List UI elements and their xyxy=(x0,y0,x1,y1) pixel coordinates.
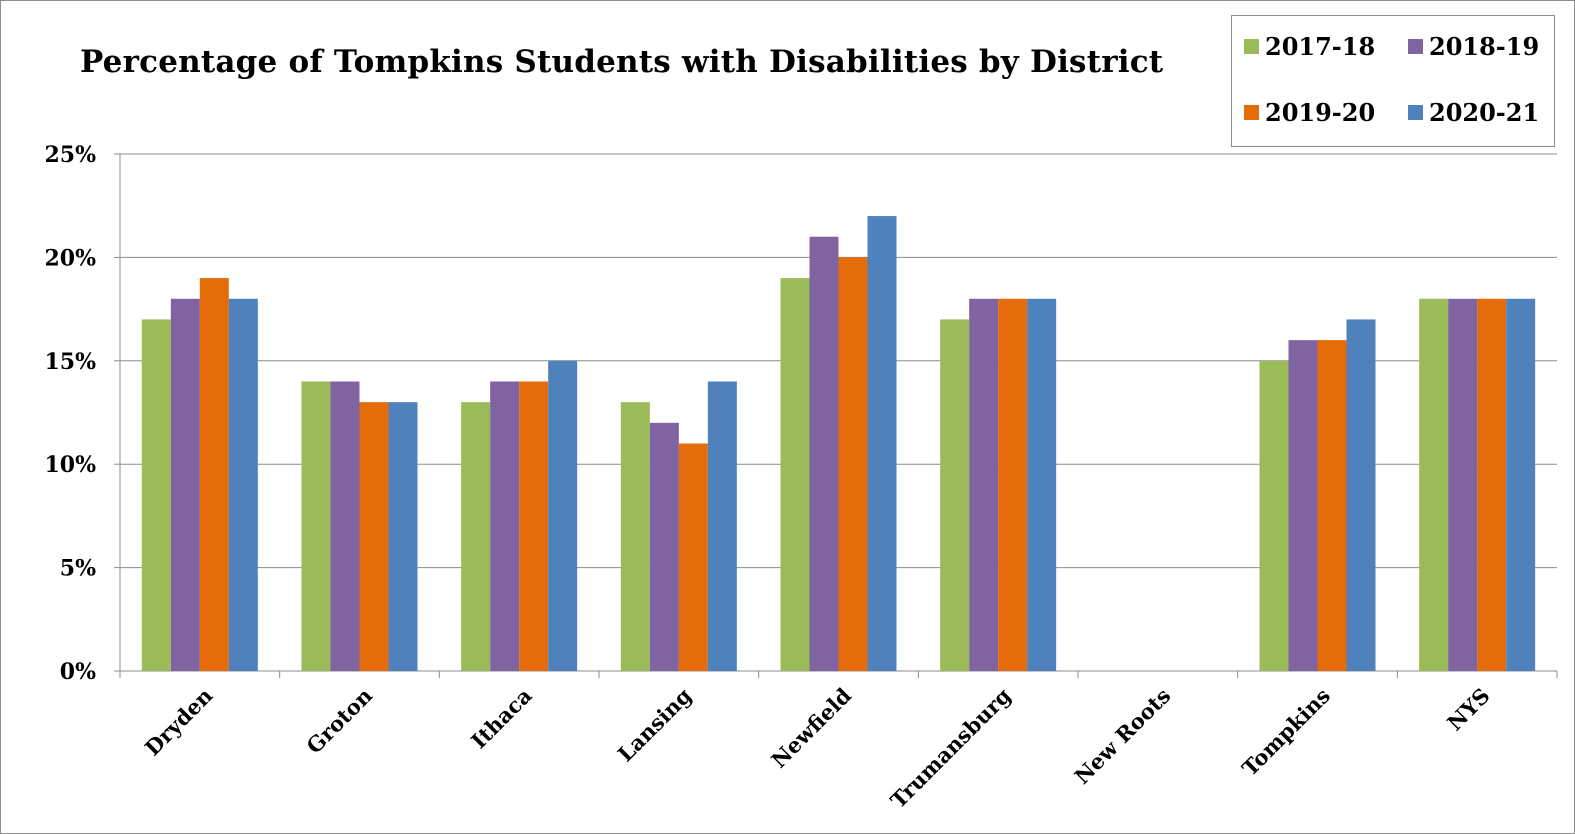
bar-dryden-2020-21 xyxy=(228,298,258,671)
x-tick-label-nys: NYS xyxy=(1442,683,1495,736)
x-tick-label-trumansburg: Trumansburg xyxy=(886,683,1016,813)
bar-nys-2018-19 xyxy=(1448,298,1478,671)
legend-label-series-3: 2019-20 xyxy=(1265,98,1376,127)
legend-label-series-1: 2017-18 xyxy=(1265,32,1376,61)
bar-nys-2019-20 xyxy=(1477,298,1507,671)
x-tick-label-ithaca: Ithaca xyxy=(466,683,537,754)
bar-groton-2018-19 xyxy=(330,381,360,671)
bar-ithaca-2020-21 xyxy=(548,360,578,671)
y-tick-label-5: 5% xyxy=(60,556,96,582)
y-tick-label-10: 10% xyxy=(44,452,96,478)
bar-tompkins-2018-19 xyxy=(1288,340,1318,671)
legend-item-series-1: 2017-18 xyxy=(1244,32,1375,61)
bar-trumansburg-2020-21 xyxy=(1027,298,1057,671)
x-tick-label-tompkins: Tompkins xyxy=(1237,683,1335,781)
bar-dryden-2018-19 xyxy=(170,298,200,671)
bar-nys-2017-18 xyxy=(1419,298,1449,671)
bar-tompkins-2019-20 xyxy=(1317,340,1347,671)
legend-item-series-2: 2018-19 xyxy=(1408,32,1539,61)
bar-nys-2020-21 xyxy=(1506,298,1536,671)
bar-ithaca-2019-20 xyxy=(519,381,549,671)
legend-label-series-2: 2018-19 xyxy=(1429,32,1540,61)
bar-tompkins-2017-18 xyxy=(1259,360,1289,671)
legend-label-series-4: 2020-21 xyxy=(1429,98,1540,127)
y-tick-label-0: 0% xyxy=(60,659,96,685)
x-tick-label-new-roots: New Roots xyxy=(1069,683,1175,789)
y-tick-label-20: 20% xyxy=(44,245,96,271)
bar-newfield-2020-21 xyxy=(867,216,897,672)
bar-groton-2017-18 xyxy=(301,381,331,671)
bar-dryden-2019-20 xyxy=(199,278,229,671)
bar-lansing-2019-20 xyxy=(678,443,708,671)
bar-groton-2019-20 xyxy=(359,402,389,671)
bar-lansing-2017-18 xyxy=(620,402,650,671)
y-tick-label-15: 15% xyxy=(44,349,96,375)
legend-item-series-3: 2019-20 xyxy=(1244,98,1375,127)
legend-swatch-series-3 xyxy=(1244,105,1259,120)
bar-newfield-2019-20 xyxy=(838,257,868,671)
chart-legend: 2017-18 2018-19 2019-20 2020-21 xyxy=(1231,15,1555,147)
bar-trumansburg-2017-18 xyxy=(940,319,970,671)
bar-lansing-2020-21 xyxy=(707,381,737,671)
legend-item-series-4: 2020-21 xyxy=(1408,98,1539,127)
x-tick-label-lansing: Lansing xyxy=(613,683,697,767)
bar-trumansburg-2019-20 xyxy=(998,298,1028,671)
bar-newfield-2017-18 xyxy=(780,278,810,671)
bar-newfield-2018-19 xyxy=(809,236,839,671)
x-tick-label-groton: Groton xyxy=(301,683,377,759)
legend-swatch-series-2 xyxy=(1408,39,1423,54)
bar-tompkins-2020-21 xyxy=(1346,319,1376,671)
x-tick-label-newfield: Newfield xyxy=(766,683,856,773)
legend-swatch-series-1 xyxy=(1244,39,1259,54)
bar-lansing-2018-19 xyxy=(649,422,679,671)
chart-title: Percentage of Tompkins Students with Dis… xyxy=(80,44,1164,80)
legend-swatch-series-4 xyxy=(1408,105,1423,120)
bar-trumansburg-2018-19 xyxy=(969,298,999,671)
x-tick-label-dryden: Dryden xyxy=(140,683,218,761)
bar-groton-2020-21 xyxy=(388,402,418,671)
y-tick-label-25: 25% xyxy=(44,142,96,168)
bar-dryden-2017-18 xyxy=(141,319,171,671)
bar-ithaca-2018-19 xyxy=(490,381,520,671)
bar-ithaca-2017-18 xyxy=(461,402,491,671)
